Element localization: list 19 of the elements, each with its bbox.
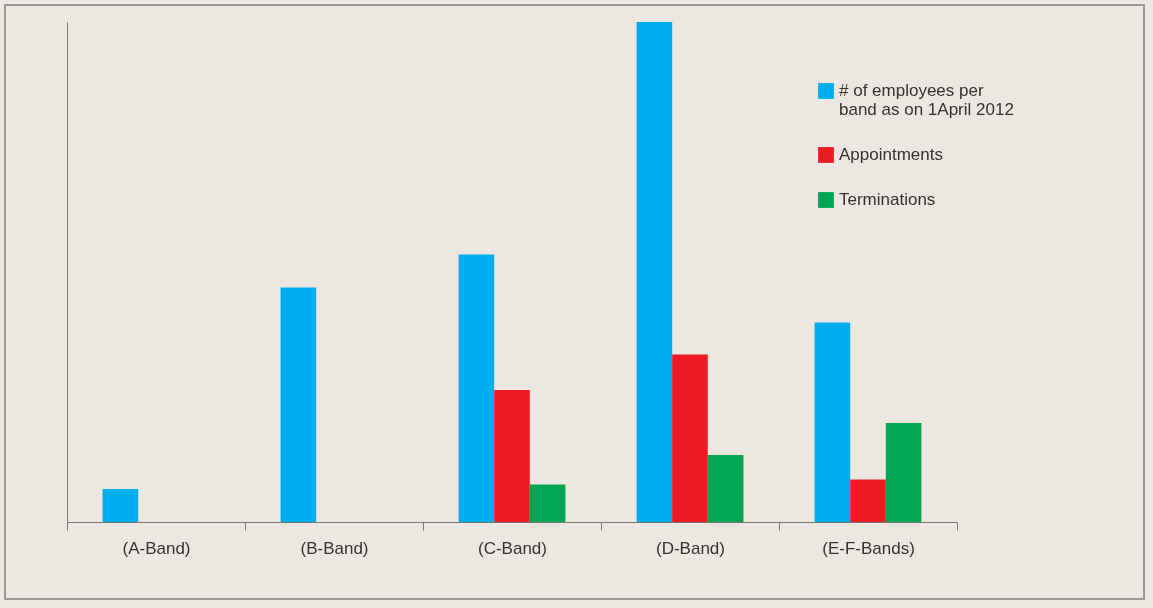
bar <box>494 390 530 522</box>
legend-label: Appointments <box>839 145 943 164</box>
bar <box>102 489 139 522</box>
x-tick-label: (D-Band) <box>656 538 725 558</box>
bar <box>280 287 317 522</box>
x-tick-label: (B-Band) <box>300 538 369 558</box>
x-tick-label: (C-Band) <box>478 538 547 558</box>
bar <box>529 484 566 522</box>
bar <box>458 254 495 522</box>
x-tick-label: (E-F-Bands) <box>822 538 915 558</box>
x-tick-label: (A-Band) <box>122 538 191 558</box>
bar <box>850 479 886 522</box>
bar <box>814 322 851 522</box>
legend-label: # of employees per band as on 1April 2012 <box>839 81 1014 119</box>
bar <box>636 22 673 522</box>
bar <box>672 354 708 522</box>
bar <box>707 455 744 522</box>
bar <box>885 423 922 522</box>
legend-label: Terminations <box>839 190 936 209</box>
